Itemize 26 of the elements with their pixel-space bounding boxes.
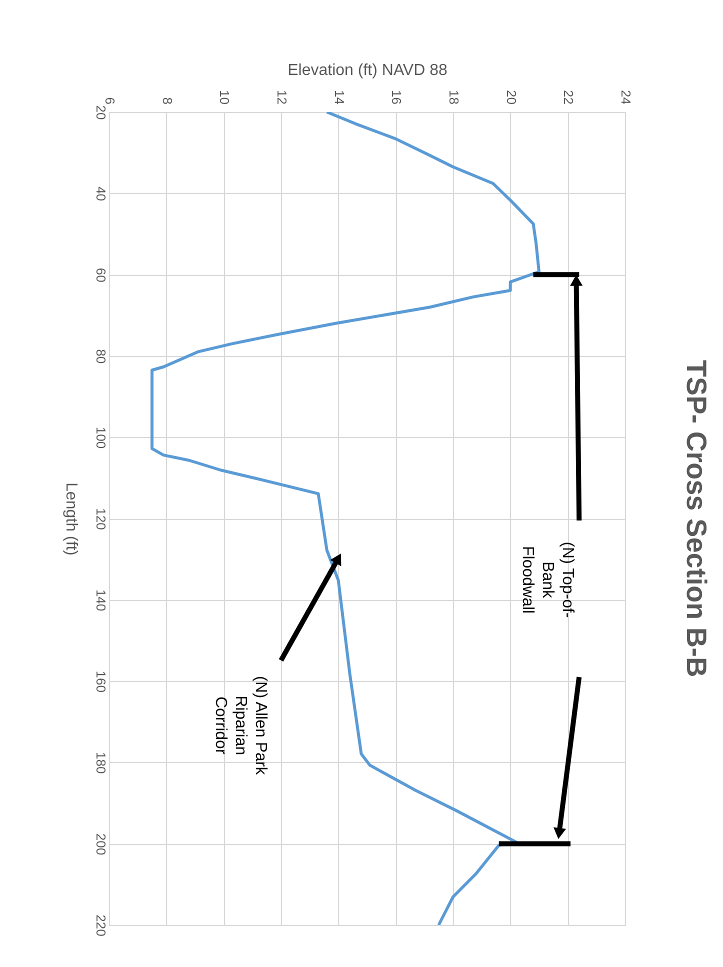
y-tick-label: 220 [94, 914, 108, 936]
x-tick-label: 20 [504, 90, 519, 104]
x-tick-label: 16 [389, 90, 404, 104]
y-tick-label: 80 [94, 349, 108, 364]
y-tick-label: 180 [94, 752, 108, 774]
y-tick-label: 100 [94, 426, 108, 449]
y-axis-title: Length (ft) [62, 482, 80, 556]
x-tick-label: 8 [160, 97, 175, 104]
x-tick-label: 24 [618, 90, 634, 104]
text: TSP- Cross Section B-B [681, 360, 712, 678]
y-tick-label: 120 [94, 508, 108, 530]
x-tick-label: 22 [561, 90, 576, 104]
y-tick-label: 140 [94, 589, 108, 612]
x-axis-title: Elevation (ft) NAVD 88 [288, 62, 448, 80]
x-tick-label: 12 [274, 90, 290, 104]
x-tick-label: 14 [332, 90, 347, 104]
x-tick-label: 6 [102, 97, 118, 104]
y-tick-label: 200 [94, 833, 108, 856]
x-tick-label: 10 [217, 90, 232, 104]
x-tick-label: 18 [446, 90, 462, 104]
line-series [150, 112, 540, 925]
annotation: (N) Top-of- Bank Floodwall [519, 542, 576, 618]
annotation: (N) Allen Park Riparian Corridor [212, 676, 269, 776]
y-tick-label: 60 [94, 268, 108, 282]
y-tick-label: 160 [94, 670, 108, 692]
y-tick-label: 40 [94, 186, 108, 202]
